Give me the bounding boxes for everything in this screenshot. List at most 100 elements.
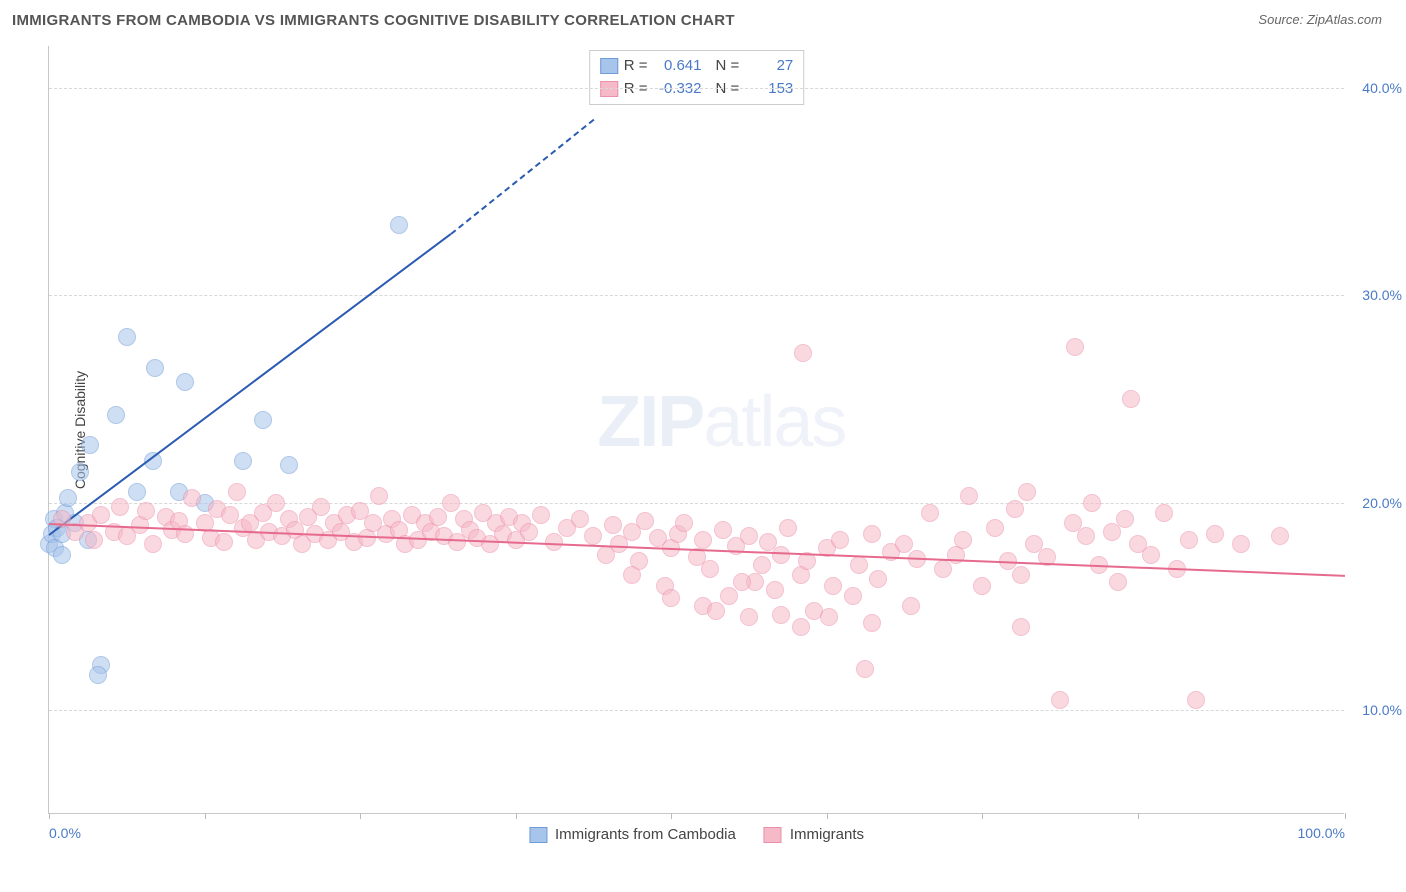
legend-item: Immigrants from Cambodia	[529, 826, 736, 843]
data-point-cambodia	[118, 328, 136, 346]
data-point-immigrants	[144, 535, 162, 553]
data-point-immigrants	[960, 487, 978, 505]
data-point-immigrants	[824, 577, 842, 595]
data-point-immigrants	[584, 527, 602, 545]
data-point-immigrants	[312, 498, 330, 516]
data-point-immigrants	[954, 531, 972, 549]
trend-line-ext-cambodia	[450, 119, 594, 235]
x-tick	[982, 813, 983, 819]
data-point-immigrants	[1018, 483, 1036, 501]
n-value: 27	[745, 55, 793, 78]
data-point-immigrants	[895, 535, 913, 553]
r-value: 0.641	[654, 55, 702, 78]
data-point-cambodia	[146, 359, 164, 377]
y-tick-label: 20.0%	[1362, 495, 1402, 511]
data-point-immigrants	[1109, 573, 1127, 591]
data-point-immigrants	[779, 519, 797, 537]
x-tick	[1345, 813, 1346, 819]
data-point-immigrants	[1066, 338, 1084, 356]
source: Source: ZipAtlas.com	[1258, 12, 1382, 27]
data-point-cambodia	[107, 406, 125, 424]
legend-item: Immigrants	[764, 826, 864, 843]
r-value: -0.332	[654, 78, 702, 101]
watermark: ZIPatlas	[597, 380, 845, 462]
data-point-immigrants	[370, 487, 388, 505]
data-point-immigrants	[863, 525, 881, 543]
data-point-immigrants	[740, 608, 758, 626]
data-point-immigrants	[714, 521, 732, 539]
data-point-immigrants	[694, 531, 712, 549]
stats-row-immigrants: R =-0.332N =153	[600, 78, 794, 101]
x-tick	[671, 813, 672, 819]
data-point-immigrants	[1006, 500, 1024, 518]
data-point-immigrants	[753, 556, 771, 574]
scatter-chart: Cognitive Disability ZIPatlas R =0.641N …	[48, 46, 1344, 814]
x-tick-label: 100.0%	[1298, 825, 1345, 841]
data-point-immigrants	[701, 560, 719, 578]
data-point-immigrants	[623, 566, 641, 584]
data-point-immigrants	[720, 587, 738, 605]
data-point-immigrants	[850, 556, 868, 574]
data-point-immigrants	[902, 597, 920, 615]
data-point-immigrants	[267, 494, 285, 512]
data-point-immigrants	[831, 531, 849, 549]
data-point-immigrants	[794, 344, 812, 362]
data-point-immigrants	[92, 506, 110, 524]
data-point-immigrants	[183, 489, 201, 507]
data-point-cambodia	[71, 463, 89, 481]
data-point-immigrants	[604, 516, 622, 534]
data-point-immigrants	[137, 502, 155, 520]
swatch-icon	[529, 827, 547, 843]
n-value: 153	[745, 78, 793, 101]
data-point-immigrants	[1142, 546, 1160, 564]
data-point-immigrants	[571, 510, 589, 528]
data-point-cambodia	[128, 483, 146, 501]
data-point-immigrants	[442, 494, 460, 512]
swatch-icon	[600, 81, 618, 97]
data-point-immigrants	[869, 570, 887, 588]
data-point-immigrants	[740, 527, 758, 545]
data-point-cambodia	[254, 411, 272, 429]
data-point-immigrants	[733, 573, 751, 591]
data-point-cambodia	[280, 456, 298, 474]
data-point-immigrants	[986, 519, 1004, 537]
data-point-immigrants	[1271, 527, 1289, 545]
data-point-immigrants	[1187, 691, 1205, 709]
data-point-immigrants	[662, 589, 680, 607]
swatch-icon	[600, 58, 618, 74]
gridline	[49, 88, 1344, 89]
data-point-immigrants	[520, 523, 538, 541]
data-point-immigrants	[1232, 535, 1250, 553]
data-point-immigrants	[934, 560, 952, 578]
n-label: N =	[716, 78, 740, 101]
legend-label: Immigrants	[790, 826, 864, 843]
data-point-immigrants	[1116, 510, 1134, 528]
data-point-cambodia	[81, 436, 99, 454]
data-point-immigrants	[820, 608, 838, 626]
x-tick	[827, 813, 828, 819]
data-point-immigrants	[228, 483, 246, 501]
data-point-cambodia	[53, 546, 71, 564]
data-point-immigrants	[215, 533, 233, 551]
data-point-immigrants	[1122, 390, 1140, 408]
data-point-immigrants	[1012, 618, 1030, 636]
data-point-immigrants	[792, 618, 810, 636]
data-point-cambodia	[89, 666, 107, 684]
trend-line-cambodia	[48, 233, 451, 536]
x-tick	[205, 813, 206, 819]
data-point-immigrants	[1051, 691, 1069, 709]
x-tick-label: 0.0%	[49, 825, 81, 841]
data-point-immigrants	[1012, 566, 1030, 584]
data-point-immigrants	[844, 587, 862, 605]
data-point-immigrants	[973, 577, 991, 595]
gridline	[49, 503, 1344, 504]
data-point-immigrants	[532, 506, 550, 524]
data-point-immigrants	[1155, 504, 1173, 522]
data-point-immigrants	[675, 514, 693, 532]
source-label: Source:	[1258, 12, 1303, 27]
stats-legend: R =0.641N =27R =-0.332N =153	[589, 50, 805, 105]
y-tick-label: 10.0%	[1362, 702, 1402, 718]
data-point-immigrants	[111, 498, 129, 516]
data-point-immigrants	[636, 512, 654, 530]
x-tick	[360, 813, 361, 819]
